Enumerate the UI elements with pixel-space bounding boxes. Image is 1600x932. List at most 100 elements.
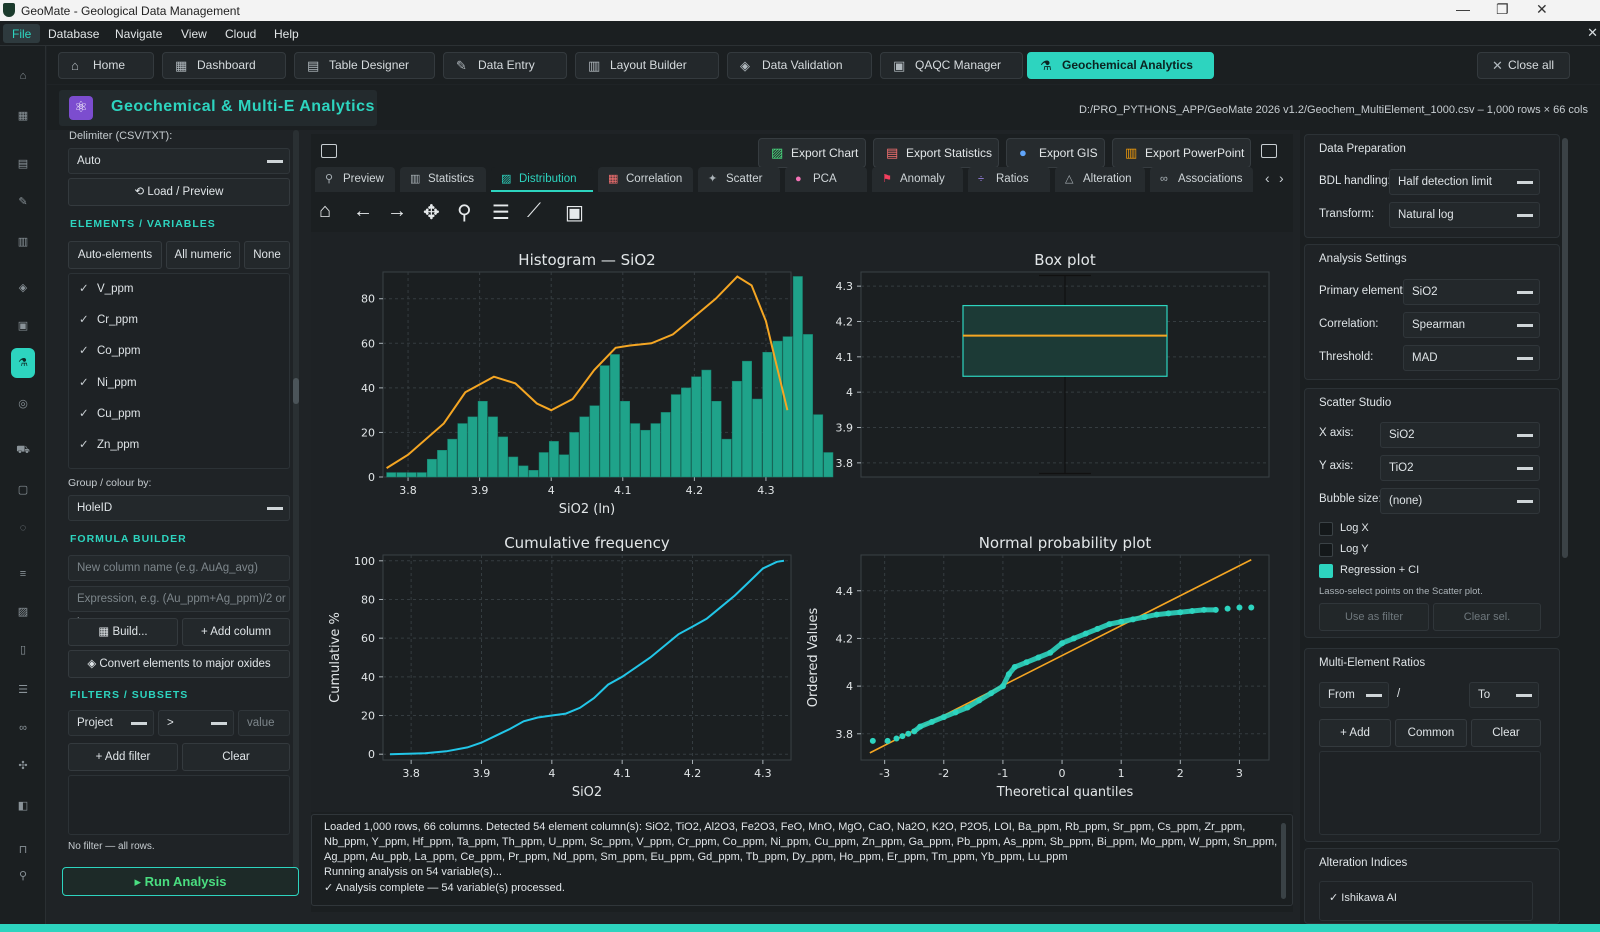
maximize-button[interactable]: ❐ [1496, 1, 1509, 17]
menu-help[interactable]: Help [274, 27, 299, 41]
menu-file[interactable]: File [3, 24, 41, 43]
clear-filter-button[interactable]: Clear [182, 743, 290, 771]
menu-navigate[interactable]: Navigate [115, 27, 163, 41]
target-icon[interactable]: ◌ [19, 522, 27, 534]
alteration-item[interactable]: ✓ Ishikawa AI [1329, 892, 1397, 904]
tab-dashboard[interactable]: ▦ Dashboard [162, 52, 286, 79]
regression-checkbox[interactable] [1319, 564, 1333, 578]
home-icon[interactable]: ⌂ [19, 70, 27, 82]
save-figure-icon[interactable]: ▣ [565, 202, 584, 224]
layout-icon[interactable]: ▥ [17, 236, 29, 248]
subtab-alteration[interactable]: △ Alteration [1055, 167, 1145, 192]
menu-view[interactable]: View [181, 27, 207, 41]
tab-table-designer[interactable]: ▤ Table Designer [294, 52, 435, 79]
tab-data-validation[interactable]: ◈ Data Validation [727, 52, 872, 79]
x-axis-select[interactable]: SiO2 [1380, 422, 1540, 448]
menu-close-icon[interactable]: ✕ [1587, 25, 1598, 40]
clipboard-icon[interactable]: ▣ [17, 320, 29, 332]
filter-value-input[interactable]: value [238, 710, 290, 736]
list-icon[interactable]: ☰ [18, 684, 28, 696]
chart-icon[interactable]: ◧ [17, 800, 29, 812]
tab-data-entry[interactable]: ✎ Data Entry [443, 52, 567, 79]
tab-layout-builder[interactable]: ▥ Layout Builder [575, 52, 719, 79]
element-ni-ppm[interactable]: ✓ Ni_ppm [79, 377, 137, 389]
export-statistics-button[interactable]: ▤ Export Statistics [873, 138, 999, 168]
zoom-icon[interactable]: ⚲ [457, 202, 472, 224]
document-icon[interactable]: ▯ [19, 644, 27, 656]
subtab-pca[interactable]: ● PCA [785, 167, 867, 192]
log-x-checkbox[interactable] [1319, 522, 1333, 536]
add-ratio-button[interactable]: + Add [1319, 719, 1391, 747]
element-cu-ppm[interactable]: ✓ Cu_ppm [79, 408, 141, 420]
back-arrow-icon[interactable]: ← [353, 200, 373, 222]
flask-icon[interactable]: ⚗ [11, 348, 35, 378]
ratio-from-select[interactable]: From [1319, 682, 1389, 708]
edit-axes-icon[interactable]: ⟋ [527, 200, 541, 222]
primary-element-select[interactable]: SiO2 [1403, 279, 1540, 305]
clear-ratios-button[interactable]: Clear [1471, 719, 1541, 747]
use-as-filter-button[interactable]: Use as filter [1319, 603, 1429, 631]
right-panel-toggle-icon[interactable] [1261, 144, 1277, 158]
subtab-statistics[interactable]: ▥ Statistics [400, 167, 486, 192]
bubble-size-select[interactable]: (none) [1380, 488, 1540, 514]
compass-icon[interactable]: ◎ [18, 398, 28, 410]
log-scrollbar[interactable] [1281, 823, 1286, 899]
right-panel-scrollbar[interactable] [1562, 138, 1568, 558]
group-select[interactable]: HoleID [68, 495, 290, 521]
ratio-to-select[interactable]: To [1469, 682, 1539, 708]
filter-operator-select[interactable]: > [158, 710, 234, 736]
key-icon[interactable]: ⚲ [18, 870, 28, 882]
run-analysis-button[interactable]: ▸ Run Analysis [62, 867, 299, 896]
element-v-ppm[interactable]: ✓ V_ppm [79, 283, 134, 295]
edit-icon[interactable]: ✎ [18, 196, 28, 208]
link-icon[interactable]: ∞ [19, 722, 27, 734]
menu-cloud[interactable]: Cloud [225, 27, 257, 41]
build-button[interactable]: ▦ Build... [68, 618, 178, 646]
tab-geochemical-analytics[interactable]: ⚗ Geochemical Analytics [1027, 52, 1214, 79]
left-panel-scrollbar[interactable] [293, 130, 299, 870]
forward-arrow-icon[interactable]: → [387, 200, 407, 222]
subtab-preview[interactable]: ⚲ Preview [315, 167, 395, 192]
table-icon[interactable]: ▤ [17, 158, 29, 170]
pan-icon[interactable]: ✥ [423, 202, 440, 224]
bdl-select[interactable]: Half detection limit [1389, 169, 1540, 195]
none-button[interactable]: None [244, 241, 290, 269]
home-view-icon[interactable]: ⌂ [319, 200, 332, 222]
export-chart-button[interactable]: ▨ Export Chart [758, 138, 866, 168]
box-icon[interactable]: ▢ [17, 484, 29, 496]
transform-select[interactable]: Natural log [1389, 202, 1540, 228]
new-column-input[interactable]: New column name (e.g. AuAg_avg) [68, 555, 290, 581]
subtab-ratios[interactable]: ÷ Ratios [968, 167, 1050, 192]
subtab-correlation[interactable]: ▦ Correlation [598, 167, 693, 192]
image-icon[interactable]: ▨ [17, 606, 29, 618]
sidebar-toggle-icon[interactable] [321, 144, 337, 158]
clear-selection-button[interactable]: Clear sel. [1433, 603, 1541, 631]
subtab-anomaly[interactable]: ⚑ Anomaly [872, 167, 963, 192]
tab-qaqc-manager[interactable]: ▣ QAQC Manager [880, 52, 1023, 79]
auto-elements-button[interactable]: Auto-elements [68, 241, 162, 269]
convert-oxides-button[interactable]: ◈ Convert elements to major oxides [68, 650, 290, 678]
close-window-button[interactable]: ✕ [1536, 1, 1548, 17]
correlation-select[interactable]: Spearman [1403, 312, 1540, 338]
subtab-scatter[interactable]: ✦ Scatter [698, 167, 780, 192]
all-numeric-button[interactable]: All numeric [166, 241, 240, 269]
element-co-ppm[interactable]: ✓ Co_ppm [79, 345, 141, 357]
tab-home[interactable]: ⌂ Home [58, 52, 154, 79]
export-gis-button[interactable]: ● Export GIS [1006, 138, 1105, 168]
load-preview-button[interactable]: ⟲ Load / Preview [68, 178, 290, 206]
export-powerpoint-button[interactable]: ▥ Export PowerPoint [1112, 138, 1251, 168]
y-axis-select[interactable]: TiO2 [1380, 455, 1540, 481]
shield-icon[interactable]: ◈ [18, 282, 28, 294]
scroll-thumb[interactable] [293, 378, 299, 404]
dashboard-icon[interactable]: ▦ [17, 110, 29, 122]
add-filter-button[interactable]: + Add filter [68, 743, 178, 771]
common-ratios-button[interactable]: Common [1395, 719, 1467, 747]
subtab-associations[interactable]: ∞ Associations [1150, 167, 1253, 192]
close-all-button[interactable]: ✕ Close all [1477, 52, 1570, 79]
add-column-button[interactable]: + Add column [182, 618, 290, 646]
plug-icon[interactable]: ⊓ [18, 844, 28, 856]
expression-input[interactable]: Expression, e.g. (Au_ppm+Ag_ppm)/2 or l.… [68, 586, 290, 629]
subtabs-next-button[interactable]: › [1279, 170, 1284, 186]
subtab-distribution[interactable]: ▨ Distribution [491, 167, 593, 192]
